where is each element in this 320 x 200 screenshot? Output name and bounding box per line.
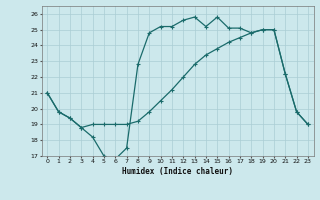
X-axis label: Humidex (Indice chaleur): Humidex (Indice chaleur) [122, 167, 233, 176]
